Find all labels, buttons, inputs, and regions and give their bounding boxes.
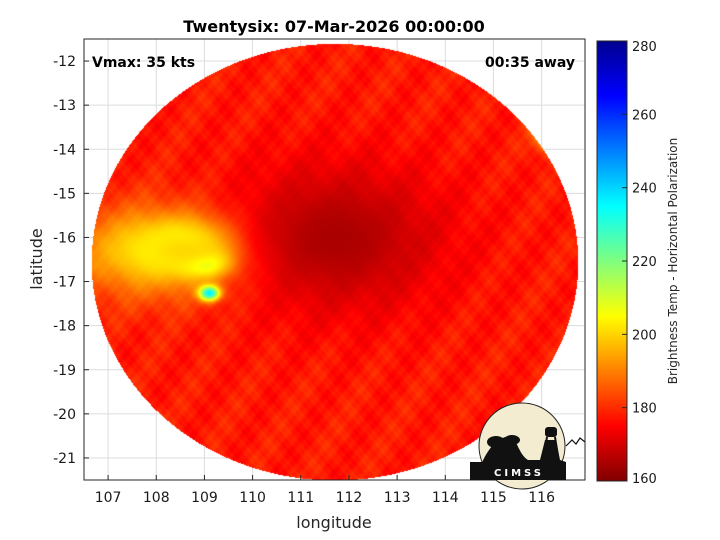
- cimss-logo: CIMSS: [470, 402, 586, 490]
- x-tick-label: 109: [191, 490, 218, 506]
- colorbar-tick-label: 160: [632, 472, 657, 487]
- y-tick-label: -18: [53, 319, 76, 335]
- cimss-logo-text: CIMSS: [494, 468, 544, 479]
- x-tick-label: 113: [384, 490, 411, 506]
- colorbar-tick-label: 220: [632, 255, 657, 270]
- colorbar-tick-label: 240: [632, 182, 657, 197]
- y-tick-label: -14: [53, 142, 76, 158]
- colorbar-tick-label: 180: [632, 402, 657, 417]
- x-tick-label: 108: [143, 490, 170, 506]
- colorbar-label: Brightness Temp - Horizontal Polarizatio…: [666, 138, 680, 385]
- colorbar-tick-label: 260: [632, 108, 657, 123]
- colorbar-ticks: 280 260 240 220 200 180 160: [622, 40, 657, 487]
- vmax-annotation: Vmax: 35 kts: [92, 55, 195, 71]
- y-axis-label: latitude: [27, 228, 46, 289]
- chart-title: Twentysix: 07-Mar-2026 00:00:00: [183, 17, 484, 36]
- y-tick-label: -13: [53, 98, 76, 114]
- x-tick-label: 115: [480, 490, 507, 506]
- y-tick-label: -15: [53, 186, 76, 202]
- plot-frame: [83, 38, 586, 481]
- x-tick-label: 116: [528, 490, 555, 506]
- brightness-temp-swath: [84, 39, 585, 480]
- colorbar-tick-label: 280: [632, 40, 657, 55]
- x-tick-label: 111: [287, 490, 314, 506]
- x-tick-label: 107: [95, 490, 122, 506]
- y-tick-label: -12: [53, 54, 76, 70]
- x-axis-ticks: 107 108 109 110 111 112 113 114 115 116: [95, 475, 555, 506]
- x-tick-label: 114: [432, 490, 459, 506]
- colorbar-tick-label: 200: [632, 328, 657, 343]
- time-away-annotation: 00:35 away: [485, 55, 575, 71]
- y-tick-label: -21: [53, 451, 76, 467]
- y-tick-label: -20: [53, 407, 76, 423]
- x-axis-label: longitude: [296, 513, 371, 532]
- y-tick-label: -19: [53, 363, 76, 379]
- x-tick-label: 110: [239, 490, 266, 506]
- x-tick-label: 112: [336, 490, 363, 506]
- y-tick-label: -16: [53, 230, 76, 246]
- y-axis-ticks: -12 -13 -14 -15 -16 -17 -18 -19 -20 -21: [53, 54, 89, 467]
- y-tick-label: -17: [53, 275, 76, 291]
